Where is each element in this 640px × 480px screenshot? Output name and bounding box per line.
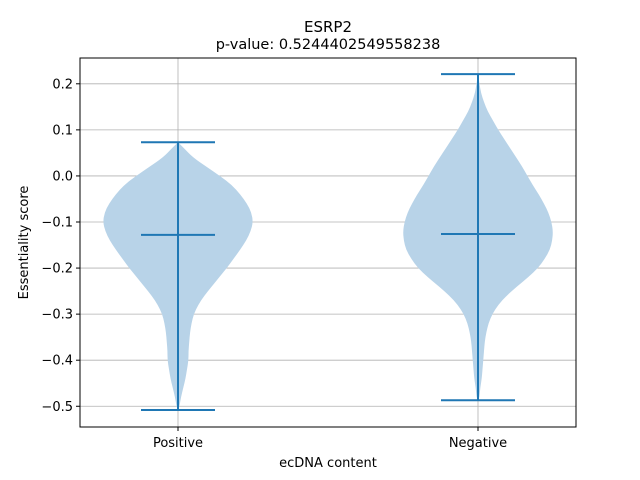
chart-subtitle: p-value: 0.5244402549558238	[216, 37, 441, 53]
y-tick-label: 0.0	[52, 169, 73, 184]
y-tick-label: 0.2	[52, 77, 73, 92]
y-tick-label: −0.5	[41, 400, 73, 415]
y-tick-label: −0.1	[41, 216, 73, 231]
violin-layer	[103, 73, 553, 411]
y-axis-ticks: −0.5 −0.4 −0.3 −0.2 −0.1 0.0 0.1 0.2	[41, 77, 80, 415]
x-tick-label: Negative	[449, 436, 507, 451]
x-axis-ticks: Positive Negative	[153, 427, 507, 451]
y-axis-label: Essentiality score	[17, 186, 32, 300]
y-tick-label: 0.1	[52, 123, 73, 138]
chart-title: ESRP2	[304, 18, 352, 36]
x-tick-label: Positive	[153, 436, 203, 451]
x-axis-label: ecDNA content	[279, 456, 377, 471]
y-tick-label: −0.4	[41, 354, 73, 369]
plot-frame	[79, 57, 577, 428]
y-tick-label: −0.3	[41, 308, 73, 323]
y-tick-label: −0.2	[41, 262, 73, 277]
